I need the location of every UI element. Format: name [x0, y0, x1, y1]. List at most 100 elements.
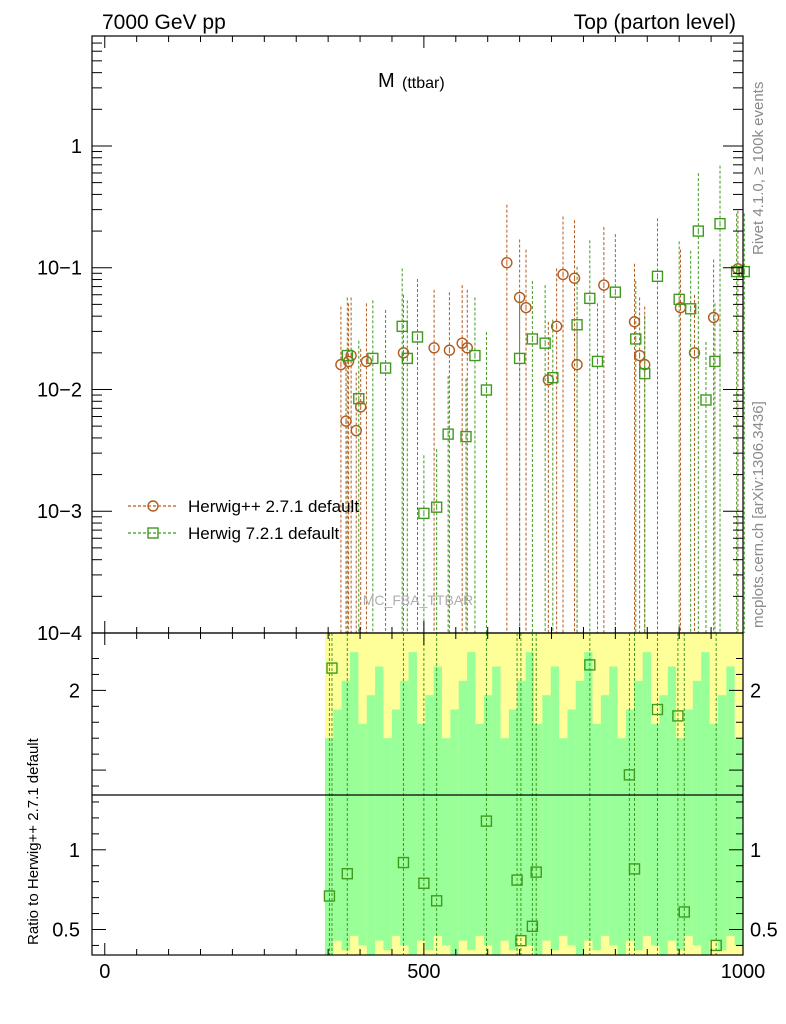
- herwig7-point: [673, 293, 685, 306]
- herwig7-point: [584, 292, 596, 305]
- herwig7-point: [526, 333, 539, 345]
- legend-label: Herwig++ 2.7.1 default: [188, 497, 359, 516]
- herwigpp-point: [688, 347, 701, 359]
- band-green: [734, 738, 744, 946]
- band-green: [667, 666, 677, 941]
- herwig7-point: [411, 331, 424, 343]
- chart-title-sub: (ttbar): [402, 75, 445, 92]
- herwigpp-point: [598, 279, 610, 291]
- herwig7-point: [341, 349, 353, 362]
- band-green: [517, 680, 527, 936]
- ratio-point: [672, 710, 684, 722]
- ratio-y-tick-label: 1: [69, 840, 80, 862]
- band-green: [333, 709, 343, 941]
- ratio-y-tick-label-right: 0.5: [750, 919, 778, 941]
- herwig7-point: [738, 265, 750, 278]
- ratio-y-tick-label: 0.5: [52, 919, 80, 941]
- band-green: [542, 695, 552, 941]
- band-green: [475, 723, 485, 936]
- herwigpp-point: [571, 358, 583, 371]
- herwigpp-point: [443, 344, 456, 356]
- rivet-version-label: Rivet 4.1.0, ≥ 100k events: [750, 82, 767, 255]
- ratio-point: [584, 659, 596, 671]
- ratio-point: [515, 934, 527, 947]
- band-green: [375, 666, 384, 941]
- band-green: [450, 709, 460, 955]
- y-tick-label: 10−3: [37, 501, 82, 523]
- main-panel-series: [335, 165, 750, 633]
- herwigpp-point: [550, 320, 563, 333]
- band-green: [500, 738, 510, 941]
- herwig7-point: [714, 217, 726, 230]
- herwig7-point: [469, 349, 481, 362]
- herwig7-point: [591, 355, 604, 368]
- legend-marker-square: [147, 527, 159, 539]
- band-green: [508, 709, 518, 951]
- header-energy-label: 7000 GeV pp: [102, 11, 226, 34]
- band-green: [717, 695, 727, 951]
- analysis-watermark: MC_FBA_TTBAR: [363, 592, 473, 608]
- band-green: [391, 709, 401, 936]
- herwig7-point: [609, 286, 622, 298]
- band-green: [324, 738, 334, 955]
- herwig7-point: [480, 384, 493, 396]
- band-green: [726, 666, 736, 936]
- band-green: [458, 680, 468, 941]
- herwig7-point: [442, 428, 454, 440]
- band-green: [567, 709, 577, 946]
- herwig7-point: [401, 352, 413, 365]
- ratio-y-tick-label: 2: [69, 680, 80, 702]
- x-tick-label: 1000: [721, 961, 766, 983]
- band-green: [525, 652, 535, 946]
- x-tick-label: 0: [99, 961, 110, 983]
- ratio-y-tick-label-right: 1: [750, 840, 761, 862]
- herwigpp-point: [568, 272, 581, 284]
- band-green: [492, 666, 502, 955]
- band-green: [433, 666, 443, 936]
- band-green: [609, 666, 619, 946]
- ratio-point: [526, 920, 539, 933]
- ratio-y-tick-label-right: 2: [750, 680, 761, 702]
- header-process-label: Top (parton level): [574, 11, 736, 34]
- herwigpp-point: [350, 424, 362, 437]
- herwig7-point: [700, 394, 712, 406]
- band-green: [584, 652, 594, 941]
- y-tick-label: 10−1: [37, 258, 82, 280]
- herwig7-point: [539, 337, 551, 349]
- chart-title-main: M: [378, 70, 395, 92]
- y-tick-label: 1: [71, 136, 82, 158]
- herwigpp-point: [461, 342, 473, 354]
- herwig7-point: [513, 352, 526, 365]
- band-green: [341, 680, 351, 951]
- ratio-point: [628, 863, 641, 875]
- herwigpp-point: [360, 355, 373, 368]
- band-green: [425, 695, 435, 951]
- band-green: [659, 695, 669, 955]
- band-green: [533, 723, 543, 955]
- herwig7-point: [353, 392, 365, 405]
- ratio-uncertainty-bands: [324, 633, 744, 955]
- ratio-point: [397, 856, 410, 869]
- band-green: [408, 652, 418, 955]
- band-green: [442, 738, 451, 946]
- herwigpp-point: [501, 256, 513, 269]
- herwig7-point: [460, 430, 472, 443]
- band-green: [600, 695, 610, 936]
- herwigpp-point: [707, 311, 720, 324]
- herwigpp-point: [633, 349, 646, 362]
- herwig7-point: [430, 501, 443, 513]
- herwigpp-point: [428, 342, 440, 354]
- ratio-point: [341, 868, 353, 880]
- band-green: [575, 680, 585, 955]
- band-green: [634, 680, 644, 951]
- band-green: [400, 680, 410, 946]
- legend-marker-circle: [147, 500, 159, 512]
- band-green: [350, 652, 359, 936]
- ratio-point: [418, 877, 430, 889]
- herwig7-point: [651, 270, 664, 283]
- band-green: [651, 723, 660, 946]
- band-green: [416, 723, 426, 941]
- band-green: [483, 695, 493, 946]
- herwigpp-point: [557, 268, 569, 281]
